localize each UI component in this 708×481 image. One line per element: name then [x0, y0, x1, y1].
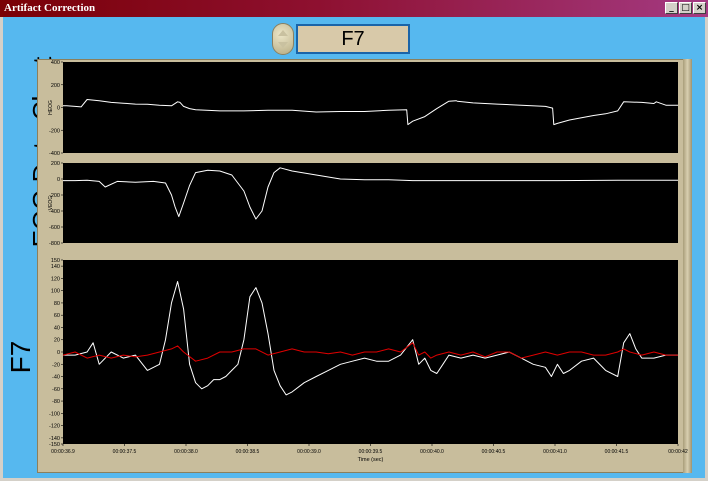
x-tick-label: 00:00:36.9: [51, 449, 75, 455]
x-tick-label: 00:00:41.0: [543, 449, 567, 455]
y-tick-label: 140: [51, 264, 60, 270]
y-axis-label: VEOG: [48, 196, 54, 211]
x-tick-label: 00:00:39.5: [359, 449, 383, 455]
x-tick-label: 00:00:40.0: [420, 449, 444, 455]
y-tick-label: 200: [51, 161, 60, 167]
y-tick-label: -800: [49, 241, 60, 247]
plot-area-2: [63, 163, 678, 243]
y-tick-label: 0: [57, 177, 60, 183]
x-tick-label: 00:00:39.0: [297, 449, 321, 455]
y-tick-label: -400: [49, 151, 60, 157]
y-tick-label: 150: [51, 258, 60, 264]
series-line-3-2: [62, 342, 678, 362]
window-controls: _ □ ×: [665, 2, 706, 14]
channel-selector-field[interactable]: F7: [296, 24, 410, 54]
y-tick-label: 120: [51, 276, 60, 282]
y-tick-label: 20: [54, 338, 60, 344]
chart-panel-edge: [683, 59, 692, 473]
y-tick-label: -120: [49, 424, 60, 430]
minimize-button[interactable]: _: [665, 2, 678, 14]
y-tick-label: 100: [51, 289, 60, 295]
x-tick-label: 00:00:41.5: [605, 449, 629, 455]
x-tick-label: 00:00:40.5: [482, 449, 506, 455]
y-tick-label: -20: [52, 362, 60, 368]
y-tick-label: -200: [49, 128, 60, 134]
stepper-down-arrow-icon[interactable]: [278, 42, 288, 48]
plot-area-1: [63, 62, 678, 153]
series-line-2-1: [63, 167, 678, 220]
y-tick-label: -80: [52, 399, 60, 405]
x-tick-label: 00:00:38.5: [236, 449, 260, 455]
channel-stepper[interactable]: [272, 23, 294, 55]
y-tick-label: 40: [54, 325, 60, 331]
maximize-button[interactable]: □: [679, 2, 692, 14]
y-tick-label: -140: [49, 436, 60, 442]
series-line-3-1: [63, 281, 678, 396]
y-tick-label: -600: [49, 225, 60, 231]
y-tick-label: -200: [49, 193, 60, 199]
y-tick-label: 0: [57, 106, 60, 112]
y-tick-label: 400: [51, 60, 60, 66]
stepper-up-arrow-icon[interactable]: [278, 30, 288, 36]
x-tick-label: 00:00:38.0: [174, 449, 198, 455]
y-tick-label: 0: [57, 350, 60, 356]
close-button[interactable]: ×: [693, 2, 706, 14]
window-frame-bottom: [0, 478, 708, 481]
y-tick-label: 200: [51, 83, 60, 89]
window-frame-left: [0, 17, 3, 481]
window-title: Artifact Correction: [4, 2, 96, 14]
y-tick-label: -60: [52, 387, 60, 393]
y-tick-label: 80: [54, 301, 60, 307]
x-axis-label: Time (sec): [358, 457, 384, 463]
x-tick-label: 00:00:42: [668, 449, 688, 455]
y-tick-label: -40: [52, 375, 60, 381]
y-tick-label: 60: [54, 313, 60, 319]
series-line-1-1: [63, 99, 678, 126]
y-axis-label: HEOG: [48, 100, 54, 115]
y-tick-label: -400: [49, 209, 60, 215]
x-tick-label: 00:00:37.5: [113, 449, 137, 455]
y-tick-label: -100: [49, 411, 60, 417]
title-bar: Artifact Correction _ □ ×: [0, 0, 708, 17]
y-tick-label: -150: [49, 442, 60, 448]
window-frame-right: [705, 17, 708, 481]
